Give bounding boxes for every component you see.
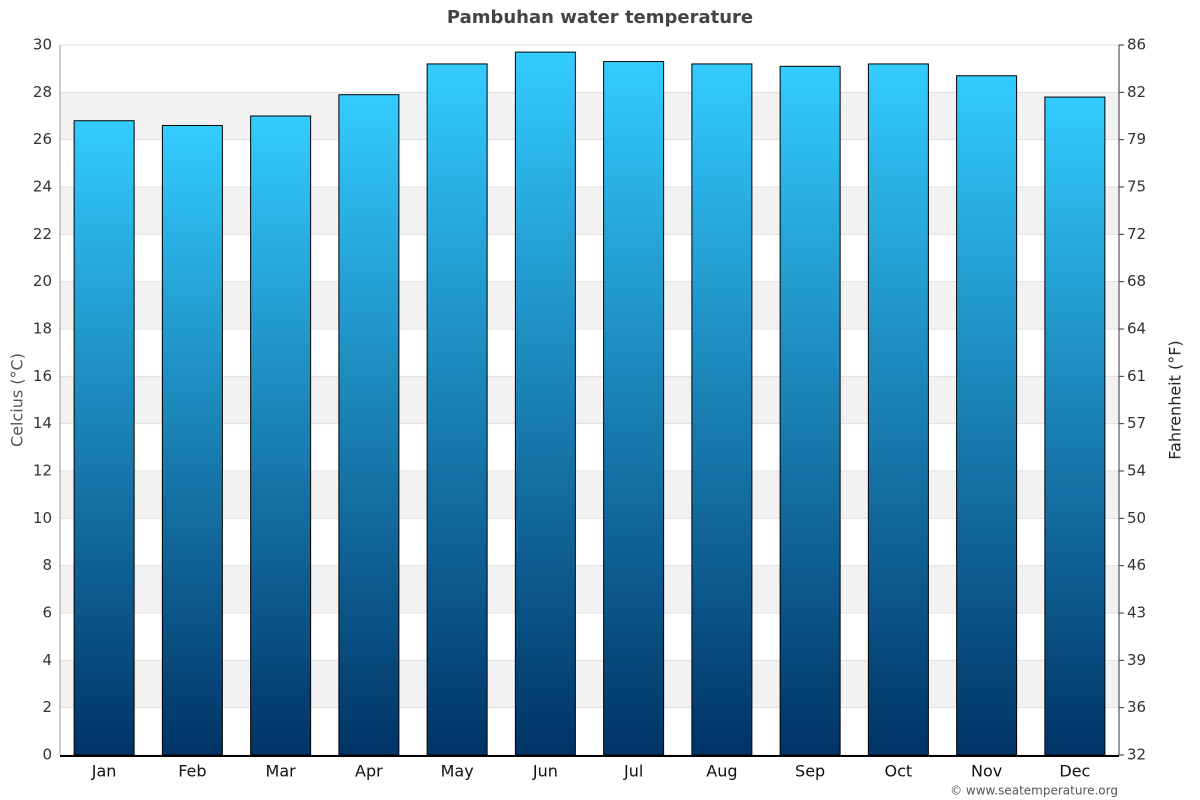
chart-title: Pambuhan water temperature: [447, 7, 753, 28]
grid-band: [60, 471, 1119, 519]
y-tick-label: 20: [33, 272, 52, 290]
y-tick-label: 8: [42, 556, 52, 574]
grid-band: [60, 187, 1119, 235]
bar: [691, 63, 753, 756]
y2-tick-label: 72: [1127, 225, 1146, 243]
y-tick-label: 10: [33, 509, 52, 527]
bar: [426, 63, 488, 756]
x-tick-label: Oct: [885, 762, 913, 781]
y2-tick-label: 79: [1127, 130, 1146, 148]
bar: [956, 75, 1018, 756]
y2-tick-label: 57: [1127, 414, 1146, 432]
y-tick-label: 4: [42, 651, 52, 669]
x-tick-label: Sep: [795, 762, 825, 781]
y2-tick-label: 50: [1127, 509, 1146, 527]
y2-axis-label: Fahrenheit (°F): [1166, 340, 1185, 459]
y2-tick-label: 64: [1127, 320, 1146, 338]
y2-tick-label: 36: [1127, 698, 1146, 716]
x-tick-label: Aug: [706, 762, 737, 781]
y2-tick-label: 75: [1127, 178, 1146, 196]
y-tick-label: 24: [33, 178, 52, 196]
bar: [338, 94, 400, 756]
y2-tick-label: 68: [1127, 272, 1146, 290]
x-tick-label: Apr: [355, 762, 383, 781]
y2-tick-label: 46: [1127, 556, 1146, 574]
y-tick-label: 30: [33, 36, 52, 54]
x-tick-label: Feb: [178, 762, 206, 781]
x-tick-label: May: [441, 762, 474, 781]
bar: [161, 124, 223, 756]
y-tick-label: 26: [33, 130, 52, 148]
grid-band: [60, 565, 1119, 613]
y-tick-label: 2: [42, 698, 52, 716]
bar: [779, 65, 841, 756]
bar: [603, 61, 665, 756]
x-tick-label: Jul: [623, 762, 643, 781]
x-tick-label: Jun: [532, 762, 558, 781]
y-tick-label: 28: [33, 83, 52, 101]
y2-tick-label: 54: [1127, 462, 1146, 480]
bar: [250, 115, 312, 756]
x-tick-label: Jan: [91, 762, 117, 781]
y-tick-label: 12: [33, 462, 52, 480]
bar: [73, 120, 135, 756]
y2-tick-label: 32: [1127, 746, 1146, 764]
y-tick-label: 14: [33, 414, 52, 432]
grid-band: [60, 376, 1119, 424]
y-axis-label: Celcius (°C): [8, 353, 27, 447]
y2-tick-label: 82: [1127, 83, 1146, 101]
credit: © www.seatemperature.org: [950, 784, 1118, 798]
y-tick-label: 0: [42, 746, 52, 764]
grid-band: [60, 92, 1119, 140]
grid-band: [60, 281, 1119, 329]
y2-tick-label: 43: [1127, 604, 1146, 622]
bar: [1044, 96, 1106, 756]
y-tick-label: 22: [33, 225, 52, 243]
y-tick-label: 18: [33, 320, 52, 338]
y2-tick-label: 86: [1127, 36, 1146, 54]
grid-band: [60, 660, 1119, 708]
bar: [514, 51, 576, 756]
bar: [867, 63, 929, 756]
y-tick-label: 16: [33, 367, 52, 385]
x-tick-label: Dec: [1059, 762, 1090, 781]
y2-tick-label: 61: [1127, 367, 1146, 385]
y2-tick-label: 39: [1127, 651, 1146, 669]
y-tick-label: 6: [42, 604, 52, 622]
x-tick-label: Mar: [266, 762, 297, 781]
x-tick-label: Nov: [971, 762, 1002, 781]
